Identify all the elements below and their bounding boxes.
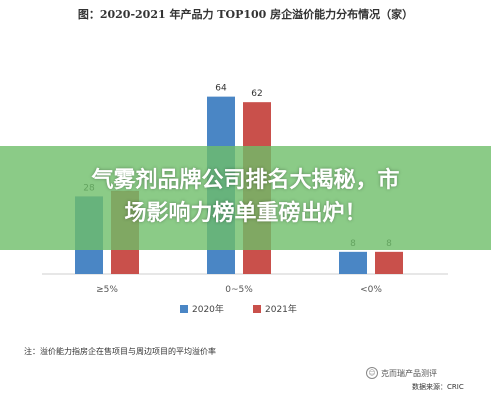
- headline-line-1: 气雾剂品牌公司排名大揭秘，市: [91, 168, 400, 193]
- bar-2020-2: [339, 251, 367, 274]
- legend-swatch-2020: [180, 305, 188, 313]
- data-label-2020-1: 64: [215, 84, 227, 94]
- x-tick-label-1: 0~5%: [225, 285, 253, 295]
- legend-swatch-2021: [253, 305, 261, 313]
- x-tick-label-2: <0%: [360, 285, 382, 295]
- legend-label-2020: 2020年: [192, 303, 224, 315]
- headline-line-2: 场影响力榜单重磅出炉！: [124, 201, 367, 226]
- headline-banner: 气雾剂品牌公司排名大揭秘，市 场影响力榜单重磅出炉！: [0, 146, 491, 250]
- headline-text: 气雾剂品牌公司排名大揭秘，市 场影响力榜单重磅出炉！: [20, 164, 471, 230]
- data-label-2021-1: 62: [251, 89, 262, 99]
- watermark: ☺ 克而瑞产品测评: [366, 367, 437, 379]
- legend-label-2021: 2021年: [265, 303, 297, 315]
- x-tick-label-0: ≥5%: [96, 285, 118, 295]
- bar-2021-2: [375, 251, 403, 274]
- watermark-text: 克而瑞产品测评: [381, 368, 437, 378]
- data-source: 数据来源：CRIC: [412, 383, 464, 391]
- chart-title: 图：2020-2021 年产品力 TOP100 房企溢价能力分布情况（家）: [77, 8, 414, 21]
- footnote: 注：溢价能力指房企在售项目与周边项目的平均溢价率: [24, 347, 216, 356]
- wechat-logo-icon: ☺: [366, 367, 378, 379]
